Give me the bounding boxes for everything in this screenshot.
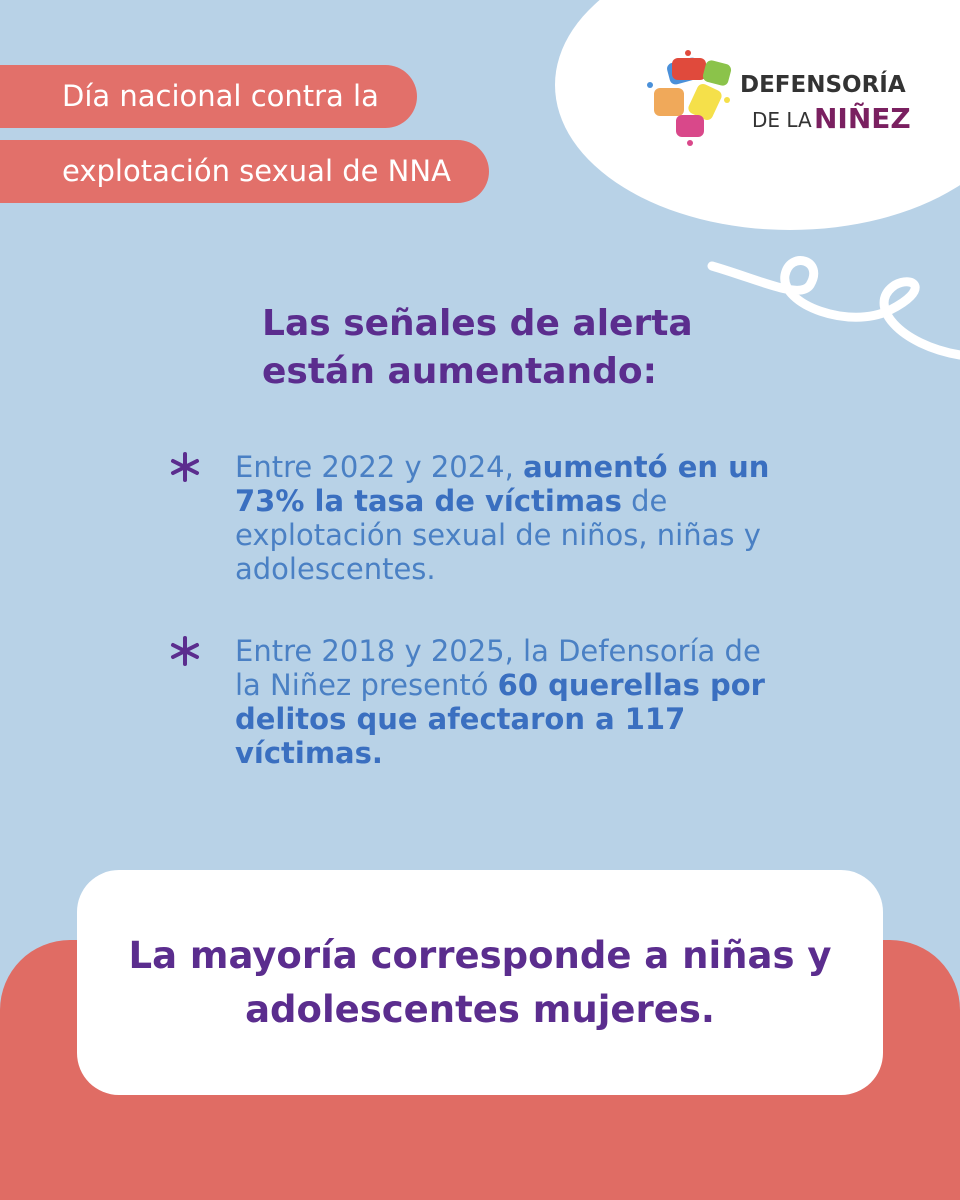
callout-text: La mayoría corresponde a niñas y adolesc… <box>128 933 832 1031</box>
bullet-icon <box>171 636 199 666</box>
logo-prefix: DE LA <box>752 108 812 132</box>
bullet: Entre 2018 y 2025, la Defensoría de la N… <box>170 634 790 770</box>
heading-line: están aumentando: <box>262 351 658 392</box>
bullet-text: aumentó en un 73% la tasa de víctimas <box>235 450 770 518</box>
logo-mark <box>647 50 732 146</box>
bullet-list: Entre 2022 y 2024, aumentó en un 73% la … <box>170 450 790 818</box>
logo-line1: DEFENSORÍA <box>740 72 906 98</box>
tag: explotación sexual de NNA <box>0 140 489 203</box>
blob <box>555 0 960 230</box>
squiggle <box>707 256 960 360</box>
logo-name: NIÑEZ <box>814 102 911 135</box>
tag: Día nacional contra la <box>0 65 417 128</box>
bullet: Entre 2022 y 2024, aumentó en un 73% la … <box>170 450 790 586</box>
heading: Las señales de alerta están aumentando: <box>262 300 693 396</box>
bullet-text: Entre 2022 y 2024, <box>235 450 524 484</box>
bullet-icon <box>171 452 199 482</box>
bullet-text: de explotación sexual de niños, niñas y … <box>235 484 761 586</box>
callout: La mayoría corresponde a niñas y adolesc… <box>77 870 883 1095</box>
bullet-text: Entre 2018 y 2025, la Defensoría de la N… <box>235 634 761 702</box>
decor <box>555 0 960 360</box>
heading-line: Las señales de alerta <box>262 303 693 344</box>
bullet-text: 60 querellas por delitos que afectaron a… <box>235 668 765 770</box>
